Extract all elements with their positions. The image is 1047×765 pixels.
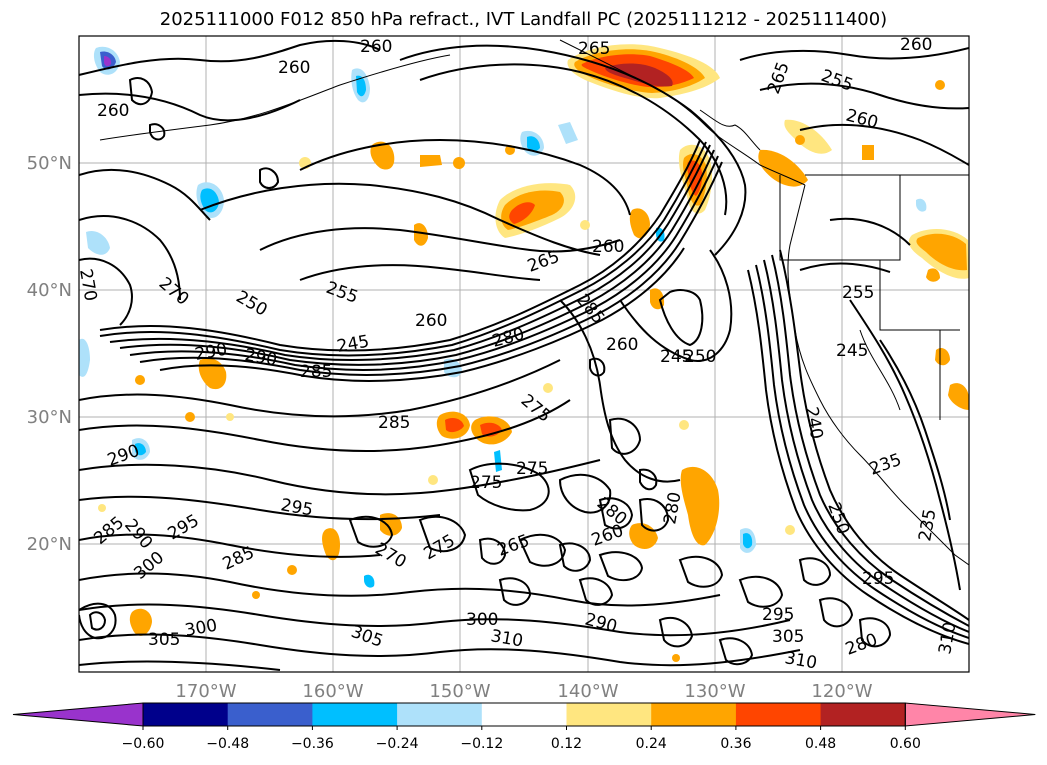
contour-label: 260 [360,37,392,57]
contour-label: 275 [516,459,548,479]
contour-label: 260 [900,35,932,55]
colorbar-tick-label: −0.12 [460,736,503,752]
contour-label: 285 [300,362,332,382]
contour-label: 260 [415,311,447,331]
colorbar-segment [143,703,229,726]
colorbar-tick-label: 0.48 [805,736,836,752]
colorbar-frame [142,702,906,727]
colorbar-tick-label: −0.48 [206,736,249,752]
lat-label-40n: 40°N [27,280,72,301]
colorbar-extend-high [904,702,1036,727]
colorbar-segment [481,703,567,726]
contour-label: 260 [606,335,638,355]
contour-label: 305 [148,630,180,650]
contour-label: 260 [278,58,310,78]
colorbar-tick-label: 0.24 [636,736,667,752]
colorbar-tick-label: 0.60 [890,736,921,752]
colorbar: −0.60 −0.48 −0.36 −0.24 −0.12 0.12 0.24 0.36 0.4… [12,702,1036,752]
lat-label-30n: 30°N [27,407,72,428]
lon-label-130w: 130°W [684,681,745,702]
colorbar-segment [312,703,398,726]
lat-label-20n: 20°N [27,534,72,555]
map-title: 2025111000 F012 850 hPa refract., IVT La… [159,9,888,30]
contour-label: 265 [578,39,610,59]
contour-label: 245 [836,341,868,361]
contour-label: 270 [75,267,100,302]
contour-label: 310 [783,648,818,673]
colorbar-segment [566,703,652,726]
contour-label: 295 [762,605,794,625]
contour-label: 245 [660,347,692,367]
contour-label: 255 [842,283,874,303]
colorbar-tick-label: −0.60 [122,736,165,752]
contour-label: 305 [772,627,804,647]
contour-label: 260 [97,101,129,121]
lon-label-160w: 160°W [302,681,363,702]
lon-label-170w: 170°W [175,681,236,702]
lat-label-50n: 50°N [27,153,72,174]
refractivity-contours [79,39,969,671]
contour-label: 295 [862,569,894,589]
colorbar-tick-label: −0.36 [291,736,334,752]
coastlines [99,39,969,566]
colorbar-extend-low [12,702,144,727]
colorbar-tick-label: 0.12 [551,736,582,752]
lon-label-120w: 120°W [811,681,872,702]
colorbar-segment [397,703,483,726]
colorbar-tick-label: 0.36 [720,736,751,752]
colorbar-tick-label: −0.24 [376,736,419,752]
lon-label-150w: 150°W [429,681,490,702]
colorbar-segment [820,703,906,726]
lon-label-140w: 140°W [557,681,618,702]
colorbar-segment [651,703,737,726]
plot-frame [78,35,970,673]
colorbar-segment [227,703,313,726]
contour-label: 300 [466,610,498,630]
contour-label: 275 [470,473,502,493]
colorbar-segment [735,703,822,726]
contour-label: 260 [592,237,624,257]
contour-label: 250 [684,347,716,367]
contour-label: 285 [378,413,410,433]
